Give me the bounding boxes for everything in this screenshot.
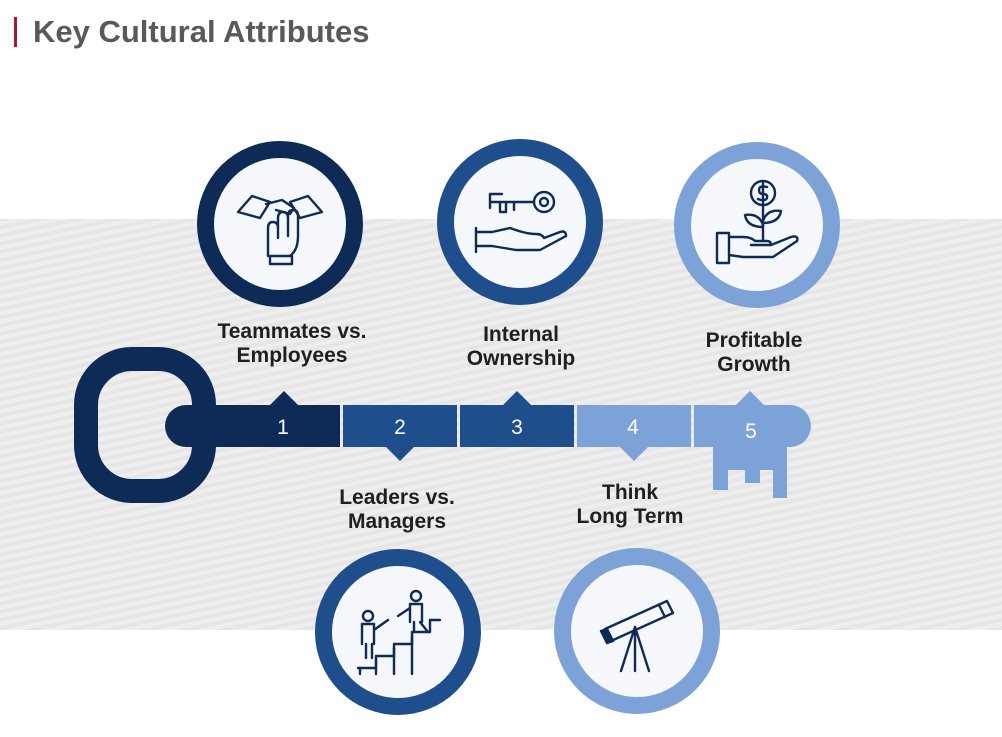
label-4-line2: Long Term bbox=[576, 505, 684, 528]
page-title: Key Cultural Attributes bbox=[33, 14, 370, 49]
step-number-1: 1 bbox=[277, 416, 289, 439]
telescope-icon bbox=[599, 599, 675, 673]
circle-1 bbox=[197, 141, 363, 307]
pointer-2 bbox=[386, 447, 414, 461]
title-area: Key Cultural Attributes bbox=[14, 12, 369, 52]
step-number-2: 2 bbox=[394, 416, 406, 439]
label-2: Leaders vs. Managers bbox=[267, 486, 527, 534]
key-teeth bbox=[713, 447, 787, 498]
title-accent-bar bbox=[14, 17, 17, 47]
pointer-4 bbox=[620, 447, 648, 461]
pointer-1 bbox=[270, 391, 298, 405]
people-climbing-stairs-icon bbox=[356, 589, 442, 676]
pointer-5 bbox=[736, 391, 764, 405]
circle-5 bbox=[674, 142, 840, 308]
key-segment-1 bbox=[165, 405, 340, 447]
label-3-line1: Internal bbox=[483, 323, 559, 346]
label-4-line1: Think bbox=[602, 481, 658, 504]
key-in-hand-icon bbox=[474, 190, 568, 254]
circle-4 bbox=[554, 548, 720, 714]
key-segment-4 bbox=[577, 405, 691, 447]
label-4: Think Long Term bbox=[500, 481, 760, 529]
label-2-line2: Managers bbox=[347, 510, 447, 533]
label-5-line2: Growth bbox=[717, 353, 791, 376]
circle-3 bbox=[437, 139, 603, 305]
label-1-line1: Teammates vs. bbox=[217, 320, 367, 343]
label-5-line1: Profitable bbox=[705, 329, 803, 352]
step-number-3: 3 bbox=[511, 416, 523, 439]
label-1-line2: Employees bbox=[236, 344, 348, 367]
label-1: Teammates vs. Employees bbox=[162, 320, 422, 368]
circle-2 bbox=[315, 549, 481, 715]
label-3: Internal Ownership bbox=[391, 323, 651, 371]
money-plant-in-hand-icon bbox=[715, 179, 799, 265]
pointer-3 bbox=[503, 391, 531, 405]
label-3-line2: Ownership bbox=[466, 347, 576, 370]
key-segment-2 bbox=[343, 405, 457, 447]
handshake-stack-icon bbox=[236, 194, 324, 266]
key-segment-3 bbox=[460, 405, 574, 447]
label-5: Profitable Growth bbox=[624, 329, 884, 377]
step-number-4: 4 bbox=[627, 416, 639, 439]
key-segment-5 bbox=[694, 405, 811, 447]
label-2-line1: Leaders vs. bbox=[339, 486, 455, 509]
step-number-5: 5 bbox=[745, 420, 757, 443]
